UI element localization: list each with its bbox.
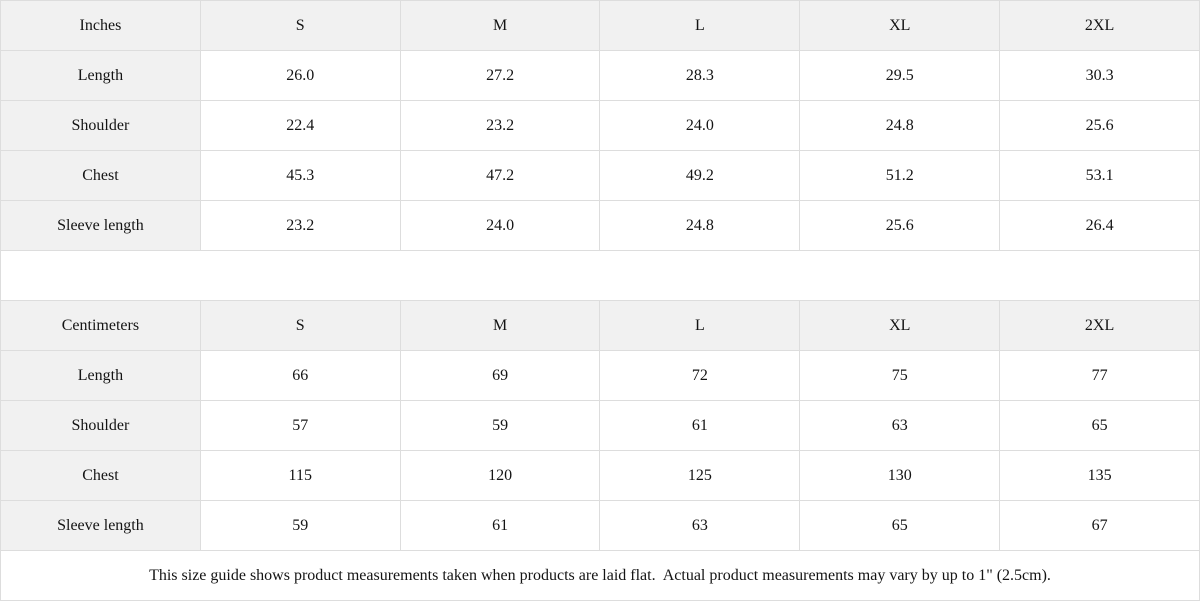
measurement-value-cell: 45.3	[199, 150, 401, 201]
measurement-label-cell: Chest	[0, 450, 201, 501]
measurement-value-cell: 57	[199, 400, 401, 451]
unit-label-cell: Inches	[0, 0, 201, 51]
measurement-label-cell: Chest	[0, 150, 201, 201]
measurement-value-cell: 72	[599, 350, 801, 401]
unit-label-cell: Centimeters	[0, 300, 201, 351]
size-column-header: S	[199, 300, 401, 351]
size-column-header: L	[599, 300, 801, 351]
measurement-label-cell: Sleeve length	[0, 200, 201, 251]
measurement-row: Sleeve length 23.2 24.0 24.8 25.6 26.4	[0, 200, 1200, 251]
measurement-value-cell: 65	[799, 500, 1001, 551]
size-guide-note: This size guide shows product measuremen…	[0, 550, 1200, 601]
size-column-header: M	[399, 0, 601, 51]
measurement-row: Sleeve length 59 61 63 65 67	[0, 500, 1200, 551]
measurement-value-cell: 29.5	[799, 50, 1001, 101]
measurement-value-cell: 27.2	[399, 50, 601, 101]
measurement-value-cell: 69	[399, 350, 601, 401]
measurement-value-cell: 61	[599, 400, 801, 451]
measurement-label-cell: Shoulder	[0, 400, 201, 451]
measurement-value-cell: 115	[199, 450, 401, 501]
measurement-row: Chest 45.3 47.2 49.2 51.2 53.1	[0, 150, 1200, 201]
measurement-value-cell: 135	[999, 450, 1200, 501]
measurement-value-cell: 30.3	[999, 50, 1200, 101]
size-header-row: Centimeters S M L XL 2XL	[0, 300, 1200, 351]
measurement-value-cell: 67	[999, 500, 1200, 551]
table-spacer-cell	[0, 250, 1200, 301]
footer-row: This size guide shows product measuremen…	[0, 550, 1200, 601]
measurement-value-cell: 61	[399, 500, 601, 551]
measurement-value-cell: 130	[799, 450, 1001, 501]
size-header-row: Inches S M L XL 2XL	[0, 0, 1200, 51]
measurement-value-cell: 120	[399, 450, 601, 501]
measurement-label-cell: Length	[0, 350, 201, 401]
measurement-value-cell: 63	[599, 500, 801, 551]
measurement-value-cell: 59	[399, 400, 601, 451]
measurement-value-cell: 53.1	[999, 150, 1200, 201]
measurement-value-cell: 75	[799, 350, 1001, 401]
measurement-value-cell: 24.8	[799, 100, 1001, 151]
measurement-row: Length 26.0 27.2 28.3 29.5 30.3	[0, 50, 1200, 101]
measurement-value-cell: 23.2	[199, 200, 401, 251]
size-column-header: L	[599, 0, 801, 51]
size-column-header: 2XL	[999, 0, 1200, 51]
measurement-value-cell: 24.8	[599, 200, 801, 251]
measurement-value-cell: 66	[199, 350, 401, 401]
measurement-value-cell: 77	[999, 350, 1200, 401]
measurement-value-cell: 59	[199, 500, 401, 551]
measurement-value-cell: 23.2	[399, 100, 601, 151]
measurement-row: Chest 115 120 125 130 135	[0, 450, 1200, 501]
table-spacer-row	[0, 250, 1200, 301]
measurement-label-cell: Sleeve length	[0, 500, 201, 551]
measurement-value-cell: 22.4	[199, 100, 401, 151]
size-column-header: XL	[799, 300, 1001, 351]
measurement-value-cell: 24.0	[599, 100, 801, 151]
measurement-value-cell: 49.2	[599, 150, 801, 201]
measurement-value-cell: 25.6	[999, 100, 1200, 151]
measurement-value-cell: 47.2	[399, 150, 601, 201]
size-column-header: M	[399, 300, 601, 351]
measurement-value-cell: 63	[799, 400, 1001, 451]
measurement-value-cell: 51.2	[799, 150, 1001, 201]
measurement-value-cell: 125	[599, 450, 801, 501]
size-column-header: XL	[799, 0, 1001, 51]
measurement-value-cell: 24.0	[399, 200, 601, 251]
measurement-value-cell: 65	[999, 400, 1200, 451]
measurement-row: Shoulder 22.4 23.2 24.0 24.8 25.6	[0, 100, 1200, 151]
measurement-value-cell: 26.4	[999, 200, 1200, 251]
measurement-value-cell: 26.0	[199, 50, 401, 101]
measurement-label-cell: Shoulder	[0, 100, 201, 151]
measurement-value-cell: 28.3	[599, 50, 801, 101]
size-column-header: S	[199, 0, 401, 51]
measurement-value-cell: 25.6	[799, 200, 1001, 251]
measurement-row: Length 66 69 72 75 77	[0, 350, 1200, 401]
measurement-label-cell: Length	[0, 50, 201, 101]
measurement-row: Shoulder 57 59 61 63 65	[0, 400, 1200, 451]
size-column-header: 2XL	[999, 300, 1200, 351]
